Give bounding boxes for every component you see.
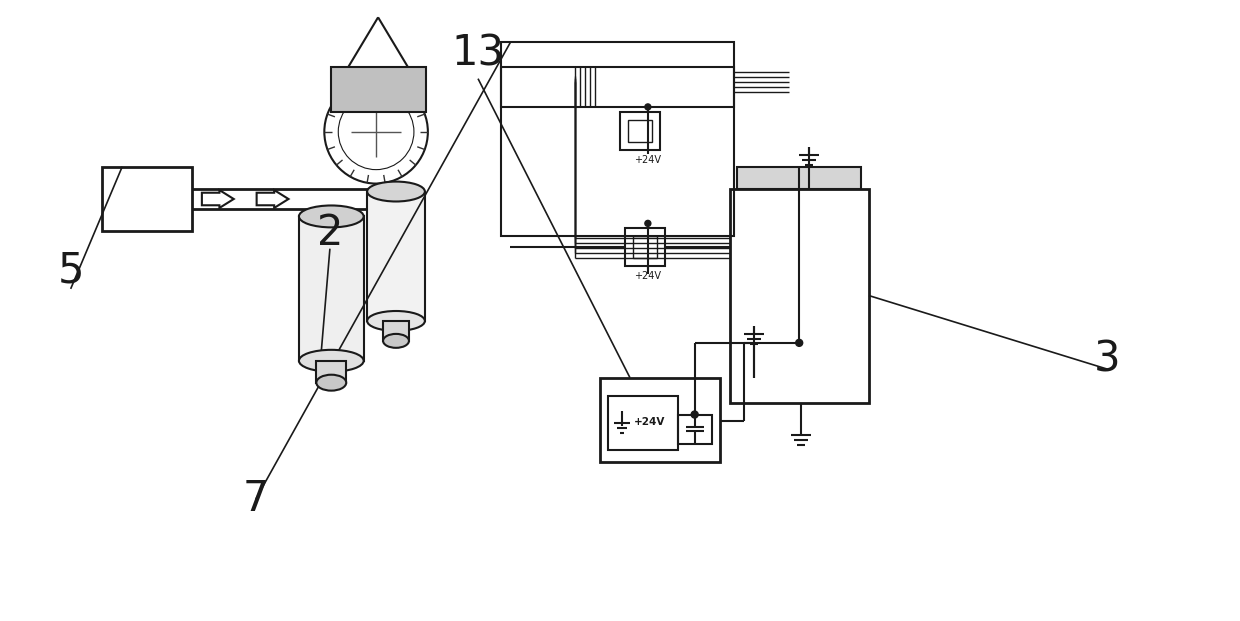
Bar — [625, 229, 665, 266]
Polygon shape — [202, 190, 233, 208]
Text: +24V: +24V — [635, 271, 661, 281]
Text: 13: 13 — [451, 33, 505, 75]
Circle shape — [691, 411, 698, 418]
Text: +24V: +24V — [635, 155, 661, 165]
Bar — [678, 415, 712, 445]
Ellipse shape — [383, 334, 409, 348]
Ellipse shape — [367, 181, 425, 201]
Bar — [738, 166, 861, 189]
Bar — [729, 189, 869, 402]
Bar — [501, 67, 734, 237]
Bar — [632, 237, 657, 258]
Ellipse shape — [299, 350, 363, 372]
Text: 3: 3 — [1094, 339, 1121, 381]
Bar — [316, 361, 346, 383]
Bar — [383, 321, 409, 341]
Circle shape — [645, 104, 651, 110]
Bar — [331, 67, 425, 112]
Polygon shape — [257, 190, 289, 208]
Bar — [620, 112, 660, 150]
Ellipse shape — [316, 374, 346, 391]
Ellipse shape — [367, 311, 425, 331]
Bar — [367, 191, 425, 321]
Bar — [299, 217, 365, 361]
Circle shape — [796, 339, 802, 347]
Bar — [627, 120, 652, 142]
Circle shape — [645, 220, 651, 227]
Bar — [103, 166, 192, 232]
Text: 2: 2 — [316, 212, 343, 254]
Bar — [501, 42, 734, 107]
Bar — [600, 378, 719, 462]
Text: 5: 5 — [57, 249, 84, 291]
Ellipse shape — [299, 206, 363, 227]
Text: 7: 7 — [243, 478, 269, 520]
Bar — [608, 396, 678, 450]
Text: +24V: +24V — [634, 417, 666, 427]
